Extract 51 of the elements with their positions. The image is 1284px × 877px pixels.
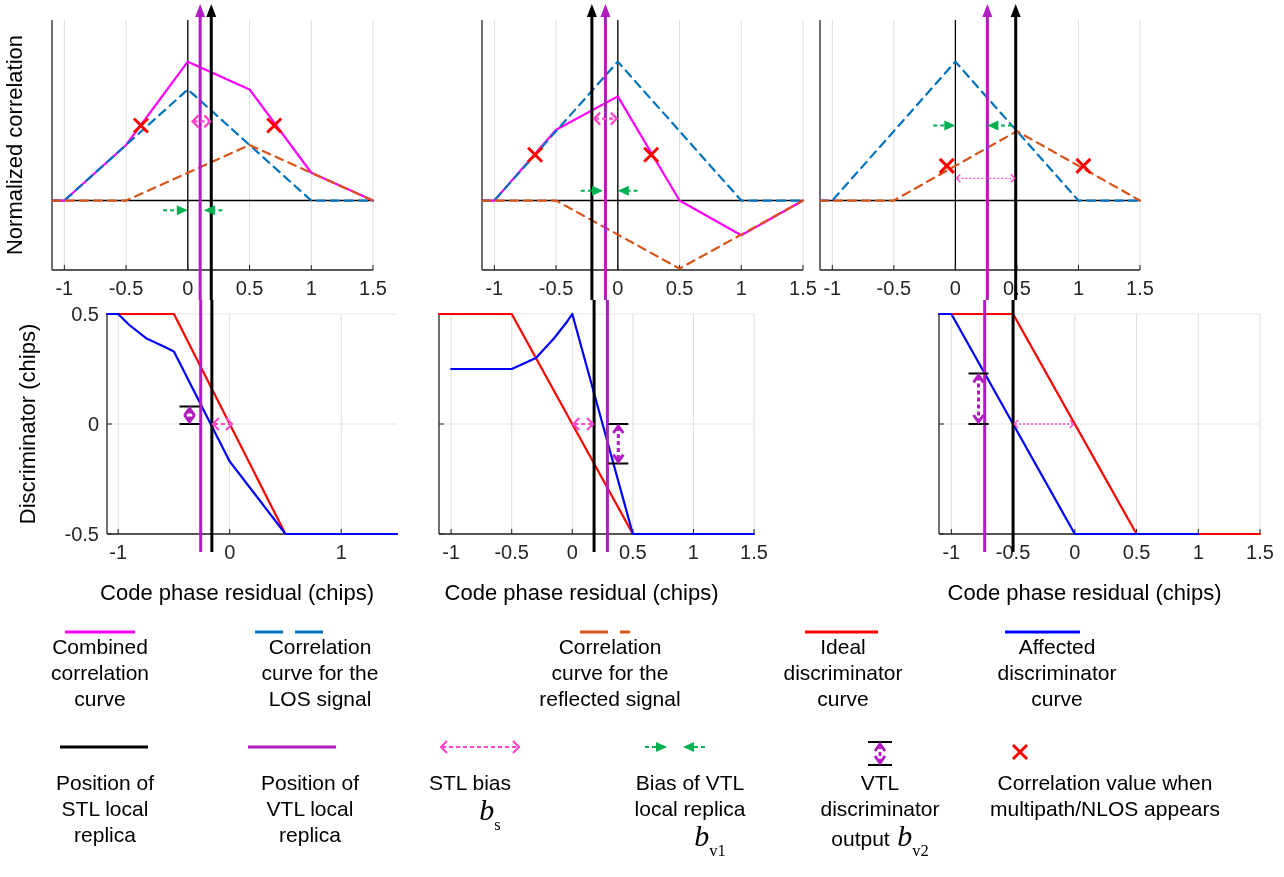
x-tick-label: -1 bbox=[942, 541, 961, 563]
x-tick-label: 0 bbox=[949, 277, 961, 299]
y-tick-label: 0.5 bbox=[71, 303, 99, 325]
x-tick-label: 0.5 bbox=[235, 277, 264, 299]
x-tick-label: 0.5 bbox=[665, 277, 694, 299]
x-tick-label: 1.5 bbox=[1126, 277, 1154, 299]
legend-label: Affected discriminator curve bbox=[997, 635, 1117, 710]
x-tick-label: 1 bbox=[335, 541, 347, 563]
x-tick-label: -1 bbox=[485, 277, 504, 299]
x-tick-label: 1.5 bbox=[740, 541, 768, 563]
x-tick-label: -0.5 bbox=[876, 277, 912, 299]
text: VTL discriminator output b$_{v2}$ bbox=[820, 771, 940, 860]
x-axis-title: Code phase residual (chips) bbox=[947, 580, 1222, 605]
x-tick-label: -0.5 bbox=[108, 277, 144, 299]
x-tick-label: 0 bbox=[182, 277, 194, 299]
text: Correlation curve for the LOS signal bbox=[261, 635, 379, 710]
y-axis-title: Normalized correlation bbox=[2, 34, 27, 256]
legend-label: Correlation curve for the reflected signal bbox=[539, 635, 681, 710]
text: Bias of VTL local replica b$_{v1}$ bbox=[634, 771, 746, 860]
x-tick-label: 1.5 bbox=[789, 277, 817, 299]
x-tick-label: 0 bbox=[566, 541, 578, 563]
x-tick-label: 0.5 bbox=[1122, 541, 1151, 563]
x-tick-label: 0.5 bbox=[618, 541, 647, 563]
x-axis-title: Code phase residual (chips) bbox=[444, 580, 719, 605]
x-tick-label: 1 bbox=[687, 541, 699, 563]
text: Position of VTL local replica bbox=[260, 771, 360, 846]
x-tick-label: 0 bbox=[224, 541, 236, 563]
x-tick-label: 1 bbox=[1072, 277, 1085, 299]
x-tick-label: -0.5 bbox=[995, 541, 1031, 563]
y-axis-title: Discriminator (chips) bbox=[15, 323, 40, 525]
x-tick-label: -1 bbox=[823, 277, 842, 299]
x-tick-label: 1 bbox=[305, 277, 317, 299]
x-tick-label: -1 bbox=[55, 277, 74, 299]
x-axis-title: Code phase residual (chips) bbox=[100, 580, 374, 605]
y-tick-label: -0.5 bbox=[64, 523, 99, 545]
x-tick-label: 1 bbox=[1192, 541, 1204, 563]
text: Position of STL local replica bbox=[55, 771, 155, 846]
x-tick-label: 1 bbox=[735, 277, 747, 299]
x-tick-label: -1 bbox=[109, 541, 128, 563]
x-tick-label: 0 bbox=[1069, 541, 1081, 563]
x-tick-label: -0.5 bbox=[538, 277, 574, 299]
text: STL bias b$_{s}$ bbox=[428, 771, 512, 834]
x-tick-label: 0 bbox=[612, 277, 624, 299]
x-tick-label: 1.5 bbox=[359, 277, 387, 299]
y-tick-label: 0 bbox=[87, 413, 99, 435]
legend-label: Ideal discriminator curve bbox=[783, 635, 903, 710]
legend-label: Correlation value when multipath/NLOS appears bbox=[990, 771, 1220, 820]
x-tick-label: -0.5 bbox=[494, 541, 529, 563]
x-tick-label: -1 bbox=[442, 541, 461, 563]
legend-label: Combined correlation curve bbox=[50, 635, 150, 710]
x-tick-label: 1.5 bbox=[1246, 541, 1274, 563]
